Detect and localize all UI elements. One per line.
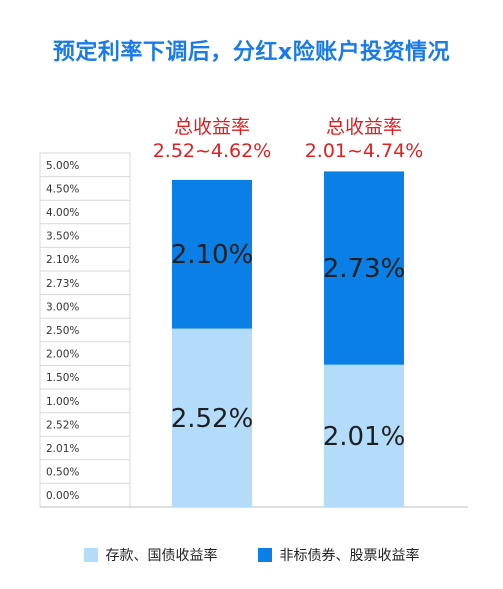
bar-segment (324, 364, 404, 507)
y-tick-label: 3.50% (46, 231, 79, 243)
y-axis-table: 0.00% 0.50% 2.01% 2.52% 1.00% 1.50% 2.00% 2.50%… (39, 152, 468, 508)
y-tick-label: 0.50% (46, 467, 79, 479)
bar-segment (172, 328, 252, 507)
y-tick-label: 2.52% (46, 419, 79, 431)
y-tick-label: 4.50% (46, 183, 79, 195)
y-tick-label: 2.00% (46, 349, 79, 361)
y-tick-label: 0.00% (46, 490, 79, 502)
legend-item-nonstandard: 非标债券、股票收益率 (257, 545, 420, 565)
bar-header-range: 2.52~4.62% (153, 140, 272, 162)
legend-label-nonstandard: 非标债券、股票收益率 (279, 548, 420, 564)
legend-item-deposit: 存款、国债收益率 (83, 545, 218, 565)
bar-value-label: 2.01% (323, 422, 406, 452)
y-tick-label: 1.00% (46, 396, 79, 408)
legend-swatch-deposit (83, 548, 98, 562)
bar-header-title: 总收益率 (326, 116, 402, 138)
y-tick-label: 2.50% (46, 325, 79, 337)
bar-header-range: 2.01~4.74% (305, 140, 424, 162)
legend-label-deposit: 存款、国债收益率 (105, 548, 218, 564)
y-tick-label: 4.00% (46, 207, 79, 219)
y-tick-label: 2.01% (46, 443, 79, 455)
bar-header-title: 总收益率 (174, 116, 250, 138)
chart-title: 预定利率下调后，分红x险账户投资情况 (52, 40, 451, 65)
bar-value-label: 2.73% (323, 254, 406, 284)
bar-segment (172, 179, 252, 329)
bar-value-label: 2.52% (171, 404, 254, 434)
bar-segment (324, 171, 404, 365)
legend-swatch-nonstandard (257, 548, 272, 562)
y-tick-label: 5.00% (46, 160, 79, 172)
y-tick-label: 2.73% (46, 278, 79, 290)
y-tick-label: 2.10% (46, 254, 79, 266)
y-tick-label: 3.00% (46, 301, 79, 313)
bar-value-label: 2.10% (171, 240, 254, 270)
legend: 存款、国债收益率 非标债券、股票收益率 (0, 545, 503, 565)
bars-group: 2.52% 2.10% 2.01% 2.73% (171, 171, 406, 507)
y-tick-label: 1.50% (46, 372, 79, 384)
